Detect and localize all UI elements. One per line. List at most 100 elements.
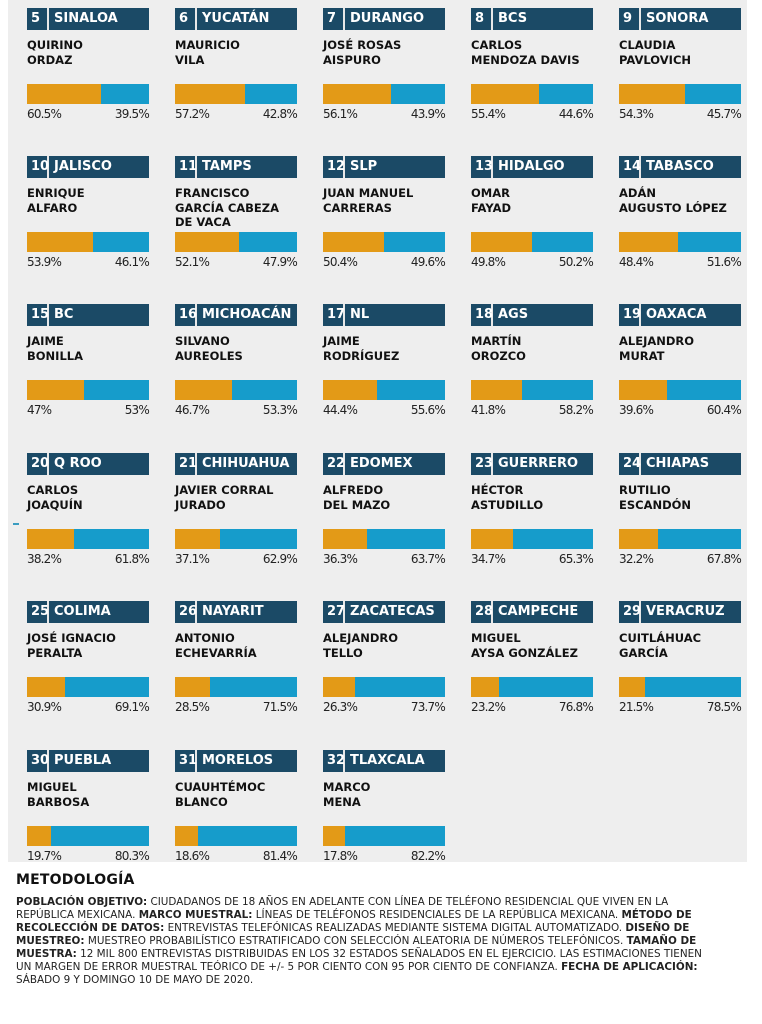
state-name: MICHOACÁN (202, 307, 292, 322)
state-rank: 30 (27, 750, 49, 772)
value-label-b: 44.6% (558, 107, 594, 121)
value-label-a: 19.7% (27, 849, 62, 863)
approval-bar (619, 380, 741, 400)
approval-bar (175, 380, 297, 400)
state-header: 6 YUCATÁN (175, 8, 297, 30)
state-header: 9 SONORA (619, 8, 741, 30)
state-name: SINALOA (54, 11, 118, 26)
value-label-a: 44.4% (323, 403, 358, 417)
value-label-b: 63.7% (410, 552, 446, 566)
bar-segment-a (27, 677, 65, 697)
methodology-label: POBLACIÓN OBJETIVO: (16, 896, 148, 908)
value-label-a: 55.4% (471, 107, 506, 121)
governor-name: ALEJANDRO TELLO (323, 631, 399, 660)
methodology-text: CIUDADANOS DE 18 AÑOS EN ADELANTE CON LÍ… (16, 896, 669, 921)
value-label-a: 26.3% (323, 700, 358, 714)
state-card: 23 GUERRERO HÉCTOR ASTUDILLO 34.7% 65.3% (471, 453, 595, 571)
bar-segment-b (197, 826, 297, 846)
state-card: 22 EDOMEX ALFREDO DEL MAZO 36.3% 63.7% (323, 453, 447, 571)
state-header: 12 SLP (323, 156, 445, 178)
value-label-a: 53.9% (27, 255, 62, 269)
state-rank: 32 (323, 750, 345, 772)
bar-segment-b (531, 232, 593, 252)
value-label-a: 48.4% (619, 255, 654, 269)
state-rank: 22 (323, 453, 345, 475)
bar-segment-a (471, 232, 532, 252)
governor-name: FRANCISCO GARCÍA CABEZA DE VACA (175, 186, 280, 229)
governor-name: JAVIER CORRAL JURADO (175, 483, 274, 512)
state-name: CHIHUAHUA (202, 456, 290, 471)
methodology-body: POBLACIÓN OBJETIVO: CIUDADANOS DE 18 AÑO… (16, 896, 706, 987)
state-card: 9 SONORA CLAUDIA PAVLOVICH 54.3% 45.7% (619, 8, 743, 126)
state-header: 11 TAMPS (175, 156, 297, 178)
bar-segment-b (658, 529, 741, 549)
value-label-b: 46.1% (114, 255, 150, 269)
bar-segment-b (209, 677, 297, 697)
governor-name: ALFREDO DEL MAZO (323, 483, 391, 512)
bar-segment-b (51, 826, 149, 846)
governor-name: JUAN MANUEL CARRERAS (323, 186, 414, 215)
bar-segment-a (27, 529, 74, 549)
state-header: 28 CAMPECHE (471, 601, 593, 623)
governor-name: MAURICIO VILA (175, 38, 240, 67)
value-label-a: 30.9% (27, 700, 62, 714)
value-label-a: 60.5% (27, 107, 62, 121)
governor-name: JOSÉ IGNACIO PERALTA (27, 631, 116, 660)
state-card: 32 TLAXCALA MARCO MENA 17.8% 82.2% (323, 750, 447, 868)
value-label-b: 69.1% (114, 700, 150, 714)
state-name: BC (54, 307, 74, 322)
state-card: 5 SINALOA QUIRINO ORDAZ 60.5% 39.5% (27, 8, 151, 126)
state-header: 29 VERACRUZ (619, 601, 741, 623)
governor-name: CARLOS JOAQUÍN (27, 483, 83, 512)
state-card: 15 BC JAIME BONILLA 47% 53% (27, 304, 151, 422)
bar-segment-a (323, 380, 378, 400)
value-label-b: 43.9% (410, 107, 446, 121)
state-card: 12 SLP JUAN MANUEL CARRERAS 50.4% 49.6% (323, 156, 447, 274)
state-name: VERACRUZ (646, 604, 725, 619)
bar-segment-a (175, 677, 210, 697)
methodology-title: METODOLOGÍA (16, 872, 135, 888)
state-card: 31 MORELOS CUAUHTÉMOC BLANCO 18.6% 81.4% (175, 750, 299, 868)
approval-bar (27, 232, 149, 252)
methodology-label: MARCO MUESTRAL: (138, 909, 253, 921)
state-name: Q ROO (54, 456, 102, 471)
bar-segment-a (27, 232, 93, 252)
bar-segment-b (344, 826, 445, 846)
state-card: 14 TABASCO ADÁN AUGUSTO LÓPEZ 48.4% 51.6% (619, 156, 743, 274)
value-label-a: 36.3% (323, 552, 358, 566)
state-rank: 18 (471, 304, 493, 326)
value-label-b: 50.2% (558, 255, 594, 269)
governor-name: ADÁN AUGUSTO LÓPEZ (619, 186, 727, 215)
state-rank: 17 (323, 304, 345, 326)
bar-segment-a (27, 826, 52, 846)
bar-segment-b (220, 529, 297, 549)
governor-name: CUAUHTÉMOC BLANCO (175, 780, 266, 809)
approval-bar (323, 232, 445, 252)
bar-segment-a (471, 84, 539, 104)
bar-segment-b (231, 380, 297, 400)
approval-bar (27, 677, 149, 697)
governor-name: ENRIQUE ALFARO (27, 186, 85, 215)
state-rank: 8 (471, 8, 493, 30)
approval-bar (471, 529, 593, 549)
state-header: 5 SINALOA (27, 8, 149, 30)
state-name: DURANGO (350, 11, 425, 26)
state-name: CHIAPAS (646, 456, 710, 471)
bar-segment-a (619, 677, 646, 697)
state-card: 8 BCS CARLOS MENDOZA DAVIS 55.4% 44.6% (471, 8, 595, 126)
governor-name: ANTONIO ECHEVARRÍA (175, 631, 257, 660)
bar-segment-a (619, 529, 659, 549)
methodology-section: METODOLOGÍA POBLACIÓN OBJETIVO: CIUDADAN… (16, 872, 706, 987)
value-label-a: 18.6% (175, 849, 210, 863)
value-label-b: 80.3% (114, 849, 150, 863)
bar-segment-b (92, 232, 149, 252)
state-name: AGS (498, 307, 529, 322)
state-rank: 29 (619, 601, 641, 623)
bar-segment-a (619, 380, 668, 400)
value-label-a: 34.7% (471, 552, 506, 566)
bar-segment-b (244, 84, 297, 104)
value-label-b: 39.5% (114, 107, 150, 121)
state-card: 17 NL JAIME RODRÍGUEZ 44.4% 55.6% (323, 304, 447, 422)
state-header: 17 NL (323, 304, 445, 326)
methodology-label: DISEÑO DE MUESTREO: (16, 922, 690, 947)
